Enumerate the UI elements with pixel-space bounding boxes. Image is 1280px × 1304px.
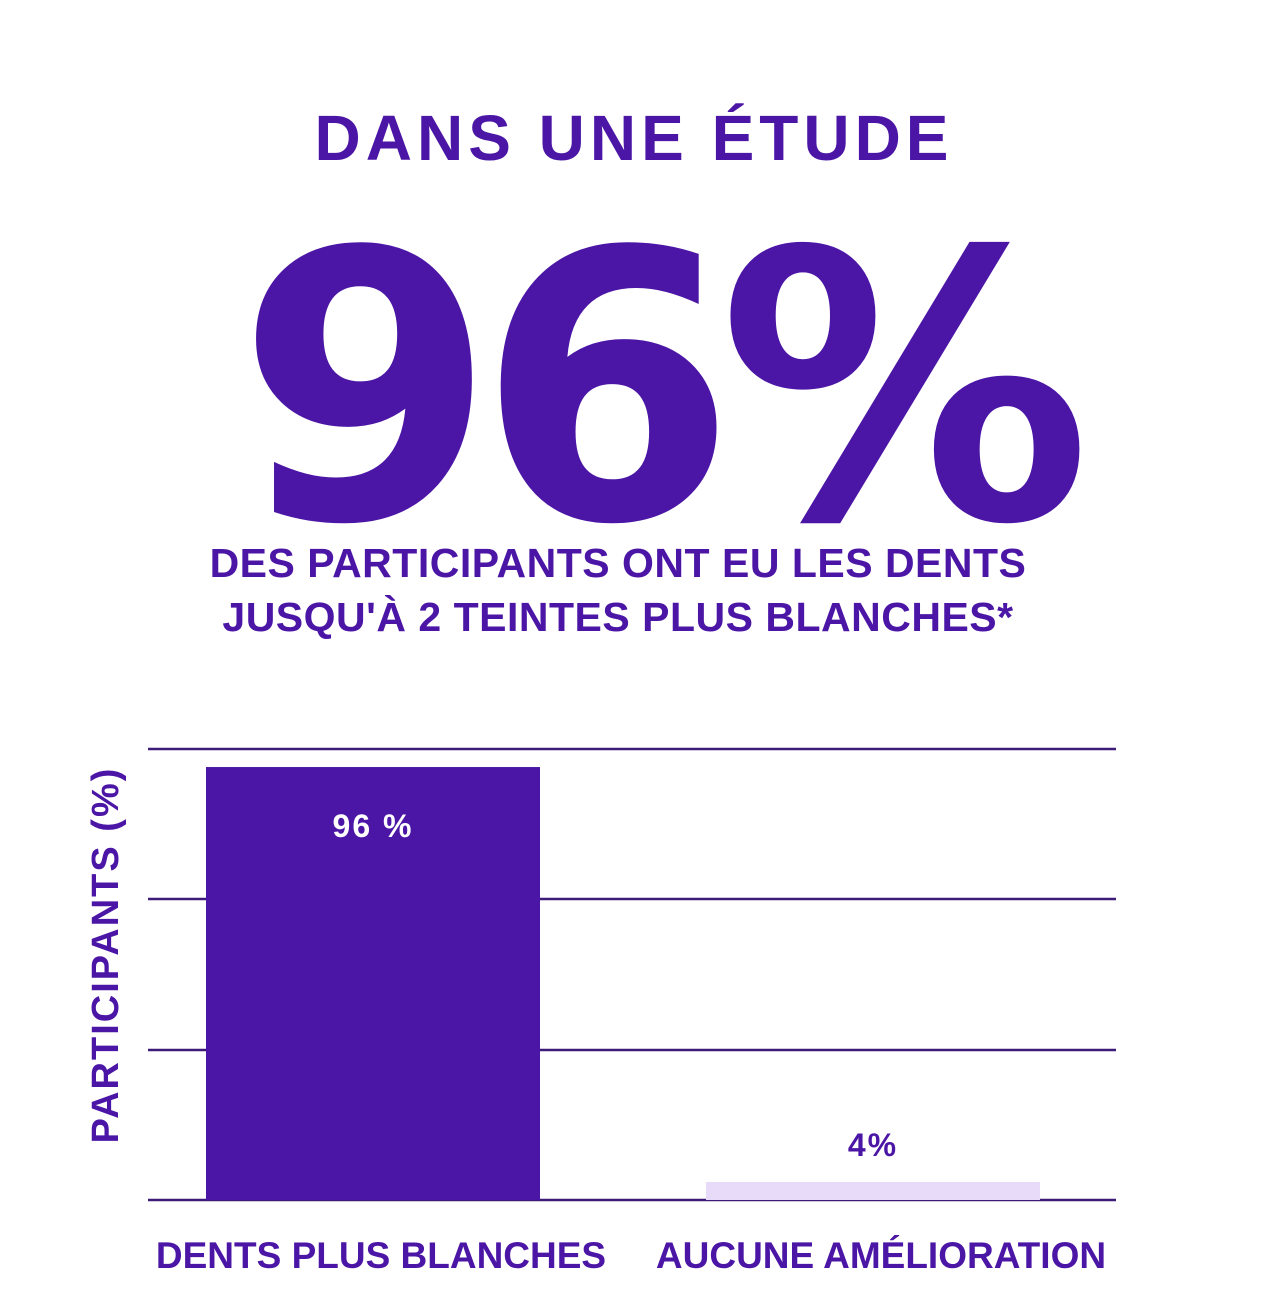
data-label-2: 4% [848,1127,898,1163]
subheadline: DES PARTICIPANTS ONT EU LES DENTS JUSQU'… [0,536,1236,644]
headline-top: DANS UNE ÉTUDE [314,102,954,174]
subheadline-line-2: JUSQU'À 2 TEINTES PLUS BLANCHES* [222,594,1014,640]
bar-1 [206,767,540,1200]
category-label-2: AUCUNE AMÉLIORATION [656,1235,1106,1276]
data-label-1: 96 % [333,808,414,844]
y-axis-label: PARTICIPANTS (%) [85,767,127,1144]
bar-2 [706,1181,1040,1200]
subheadline-line-1: DES PARTICIPANTS ONT EU LES DENTS [209,540,1027,586]
category-label-1: DENTS PLUS BLANCHES [156,1235,606,1276]
headline-big-number: 96% [236,173,1091,606]
